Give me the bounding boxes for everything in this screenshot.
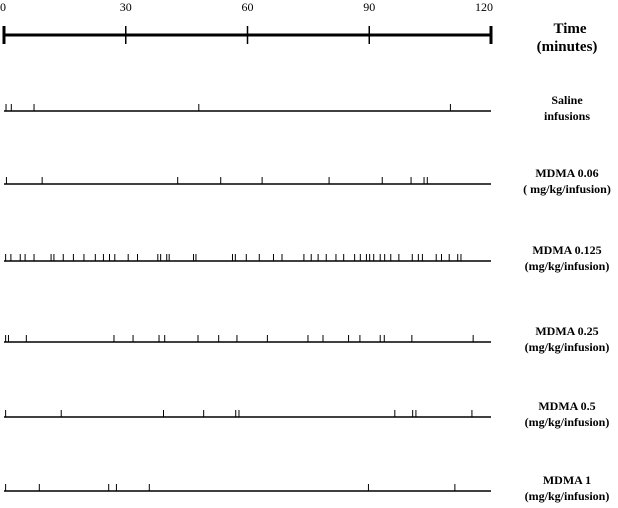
event-row: MDMA 0.125 (mg/kg/infusion) bbox=[4, 243, 609, 273]
time-axis-title: Time bbox=[553, 21, 586, 37]
event-row: Saline infusions bbox=[4, 93, 590, 123]
time-axis-tick-label: 30 bbox=[120, 0, 132, 14]
row-label-title: MDMA 0.25 bbox=[535, 324, 598, 338]
row-label-title: MDMA 0.5 bbox=[538, 399, 595, 413]
time-axis-tick-label: 60 bbox=[242, 0, 254, 14]
row-label-unit: infusions bbox=[544, 109, 590, 123]
time-axis-tick-label: 120 bbox=[475, 0, 493, 14]
time-axis-tick-label: 0 bbox=[0, 0, 6, 14]
event-row: MDMA 1 (mg/kg/infusion) bbox=[4, 473, 609, 503]
row-label-unit: (mg/kg/infusion) bbox=[525, 415, 610, 429]
row-label-unit: ( mg/kg/infusion) bbox=[523, 182, 611, 196]
row-label-title: MDMA 0.06 bbox=[535, 166, 598, 180]
row-label-unit: (mg/kg/infusion) bbox=[525, 340, 610, 354]
row-label-title: MDMA 1 bbox=[543, 473, 591, 487]
time-axis-tick-label: 90 bbox=[363, 0, 375, 14]
event-rows: Saline infusions MDMA 0.06 ( mg/kg/infusion… bbox=[4, 93, 611, 503]
row-label-unit: (mg/kg/infusion) bbox=[525, 489, 610, 503]
row-label-unit: (mg/kg/infusion) bbox=[525, 259, 610, 273]
time-axis: 0 30 60 90 120 Time (minutes) bbox=[0, 0, 597, 55]
event-row: MDMA 0.06 ( mg/kg/infusion) bbox=[4, 166, 611, 196]
event-row: MDMA 0.5 (mg/kg/infusion) bbox=[4, 399, 609, 429]
event-row: MDMA 0.25 (mg/kg/infusion) bbox=[4, 324, 609, 354]
row-label-title: Saline bbox=[551, 93, 583, 107]
row-label-title: MDMA 0.125 bbox=[532, 243, 601, 257]
time-axis-unit: (minutes) bbox=[537, 39, 598, 55]
